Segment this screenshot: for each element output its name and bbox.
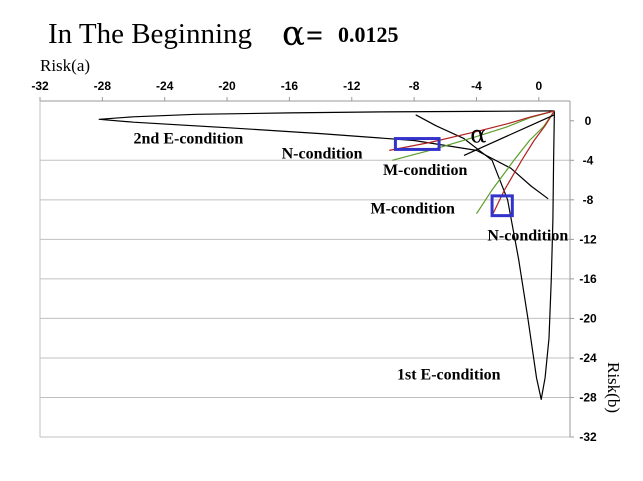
annotation-label: 2nd E-condition bbox=[134, 130, 244, 147]
x-tick-label: -8 bbox=[409, 79, 420, 93]
y-tick-label: -32 bbox=[579, 430, 597, 444]
title-alpha-value: 0.0125 bbox=[338, 22, 399, 47]
series-lines bbox=[98, 110, 555, 400]
x-tick-label: -28 bbox=[94, 79, 112, 93]
annotation-label: 1st E-condition bbox=[397, 367, 501, 384]
annotation-label: M-condition bbox=[370, 201, 455, 218]
series-n-condition bbox=[475, 110, 555, 215]
y-tick-label: -20 bbox=[579, 311, 597, 325]
highlight-box bbox=[393, 137, 441, 151]
annotation-label: α bbox=[470, 121, 486, 149]
x-tick-label: 0 bbox=[535, 79, 542, 93]
annotation-label: N-condition bbox=[282, 145, 363, 162]
title-equals: = bbox=[306, 19, 323, 52]
y-tick-label: -4 bbox=[583, 153, 594, 167]
x-tick-label: -24 bbox=[156, 79, 174, 93]
x-tick-labels: -32 -28 -24 -20 -16 -12 -8 -4 0 bbox=[31, 79, 542, 101]
series-alpha-reference bbox=[463, 114, 555, 156]
x-axis-label: Risk(a) bbox=[40, 56, 90, 75]
x-tick-label: -20 bbox=[218, 79, 236, 93]
series-m-condition bbox=[389, 110, 555, 151]
y-tick-label: -16 bbox=[579, 272, 597, 286]
x-tick-label: -4 bbox=[471, 79, 482, 93]
y-tick-label: 0 bbox=[585, 114, 592, 128]
x-tick-label: -16 bbox=[281, 79, 299, 93]
title-text: In The Beginning bbox=[48, 18, 252, 50]
title-alpha-symbol: α bbox=[282, 14, 305, 54]
x-tick-label: -32 bbox=[31, 79, 49, 93]
gridlines bbox=[40, 159, 570, 438]
x-tick-label: -12 bbox=[343, 79, 361, 93]
highlight-box bbox=[490, 194, 514, 218]
y-tick-label: -8 bbox=[583, 193, 594, 207]
plot-frame bbox=[39, 100, 571, 437]
annotation-label: M-condition bbox=[383, 162, 468, 179]
y-tick-labels: 0 -4 -8 -12 -16 -20 -24 -28 -32 bbox=[570, 114, 597, 444]
series-2nd-e-condition bbox=[98, 110, 555, 200]
annotations: 2nd E-conditionN-conditionαM-conditionM-… bbox=[134, 121, 569, 384]
y-axis-label: Risk(b) bbox=[604, 362, 623, 413]
highlight-boxes bbox=[393, 137, 514, 218]
chart-title: In The Beginning α = 0.0125 bbox=[48, 14, 399, 54]
y-tick-label: -12 bbox=[579, 232, 597, 246]
annotation-label: N-condition bbox=[487, 227, 568, 244]
series-1st-e-condition bbox=[415, 110, 555, 400]
y-tick-label: -24 bbox=[579, 351, 597, 365]
series-m-condition bbox=[491, 110, 555, 216]
y-tick-label: -28 bbox=[579, 390, 597, 404]
